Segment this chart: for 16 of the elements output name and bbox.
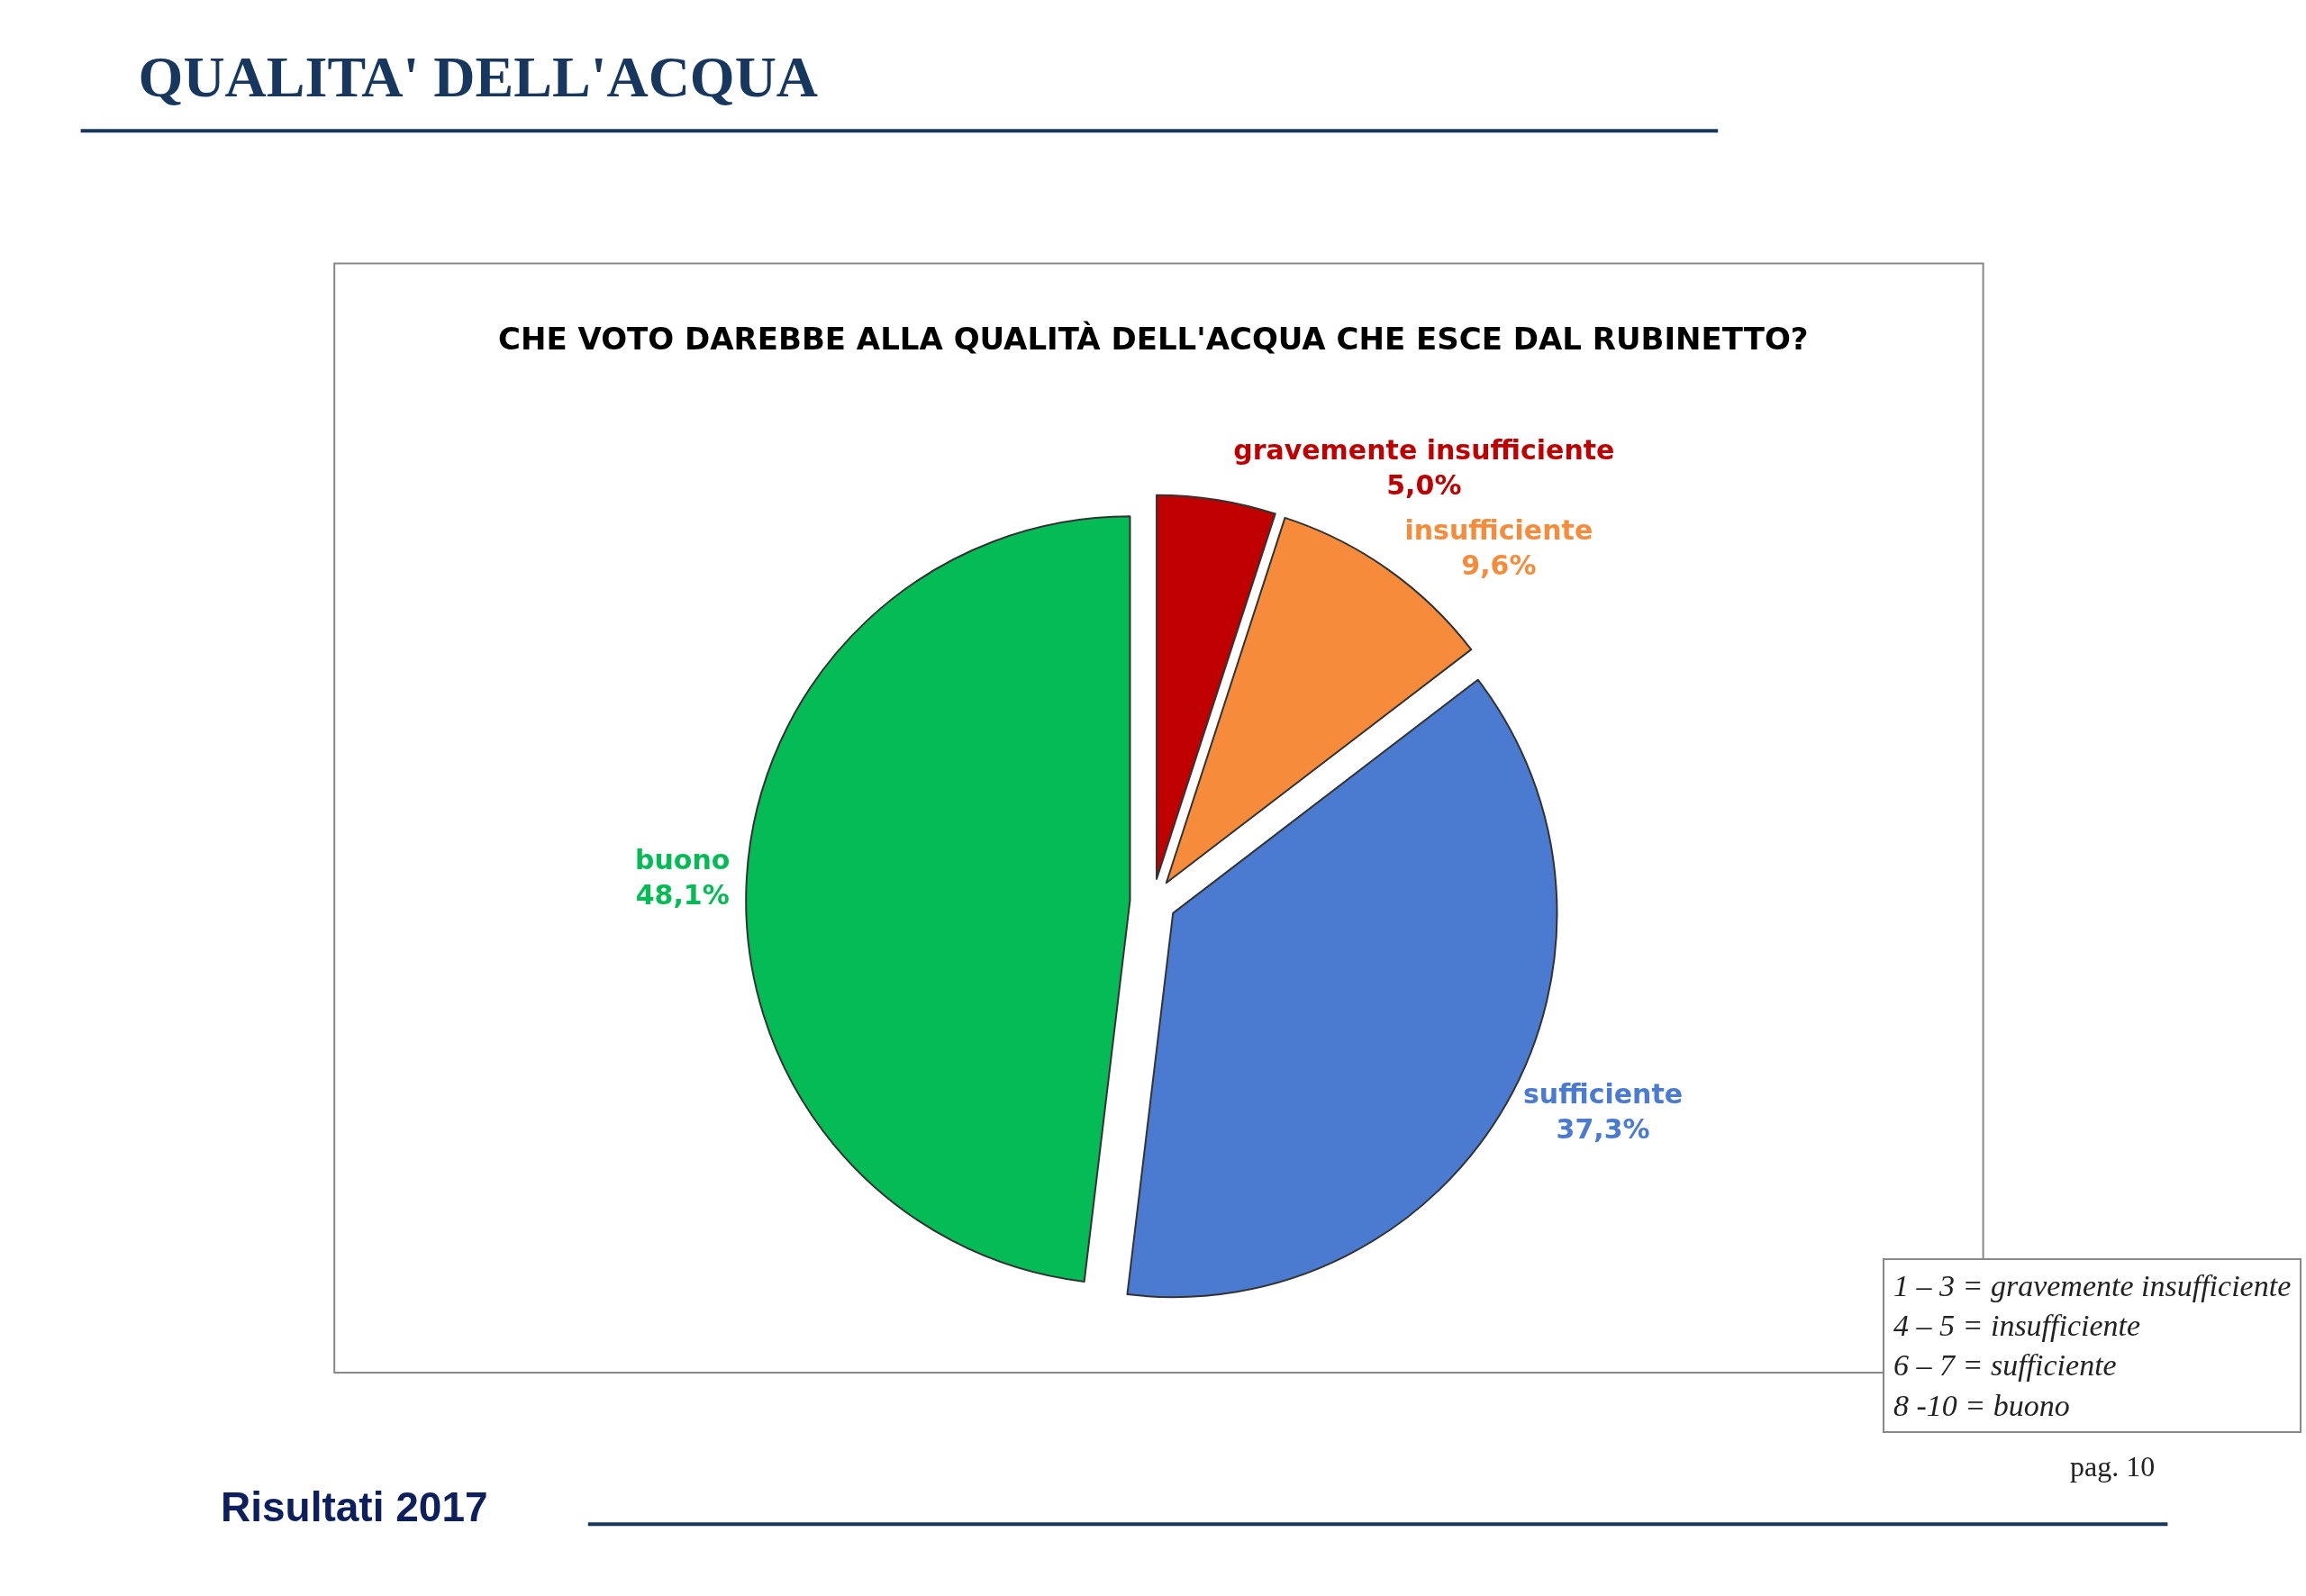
data-label: 9,6% — [1461, 549, 1537, 581]
chart-subtitle: CHE VOTO DAREBBE ALLA QUALITÀ DELL'ACQUA CHE ESCE DAL RUBINETTO? — [498, 321, 1809, 357]
text: Risultati 2017 — [221, 1483, 488, 1530]
data-label: 37,3% — [1556, 1113, 1650, 1146]
text: 6 – 7 = sufficiente — [1893, 1348, 2117, 1383]
slice-label: sufficiente — [1523, 1078, 1684, 1111]
text: pag. 10 — [2070, 1450, 2156, 1483]
text: 1 – 3 = gravemente insufficiente — [1893, 1269, 2292, 1302]
text: 8 -10 = buono — [1893, 1388, 2070, 1422]
slice-label: gravemente insufficiente — [1233, 433, 1615, 466]
data-label: 5,0% — [1386, 468, 1462, 501]
text: 4 – 5 = insufficiente — [1893, 1309, 2141, 1343]
slice-label: buono — [635, 844, 731, 876]
chart-title: QUALITA' DELL'ACQUA — [138, 44, 819, 109]
data-label: 48,1% — [635, 879, 730, 911]
slice-label: insufficiente — [1404, 513, 1593, 546]
